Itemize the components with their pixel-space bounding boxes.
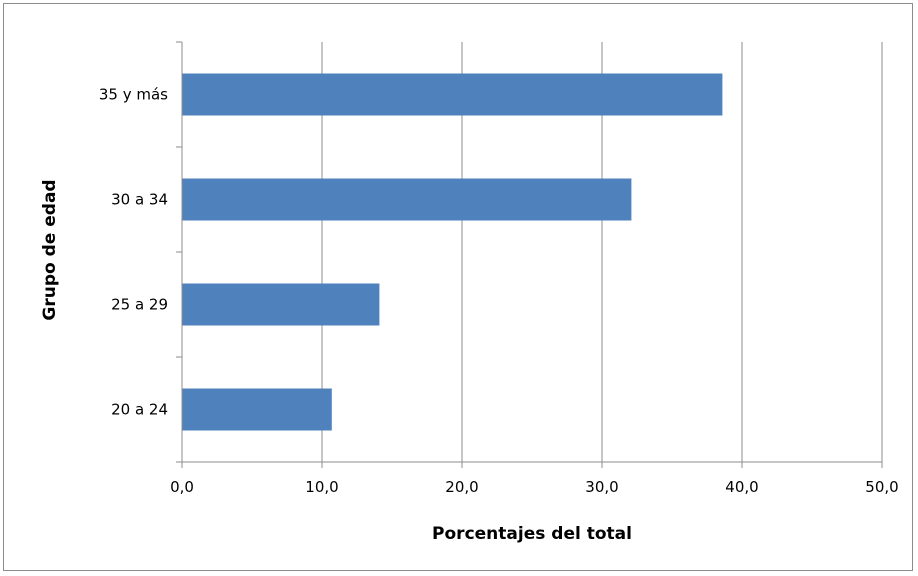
x-tick-label: 0,0 xyxy=(170,478,194,496)
x-tick-label: 10,0 xyxy=(305,478,338,496)
x-tick-label: 20,0 xyxy=(445,478,478,496)
x-axis-title: Porcentajes del total xyxy=(432,524,632,544)
y-tick-label: 30 a 34 xyxy=(111,191,168,209)
y-tick-labels: 20 a 24 25 a 29 30 a 34 35 y más xyxy=(99,86,168,419)
x-tick-label: 40,0 xyxy=(725,478,758,496)
x-tick-label: 30,0 xyxy=(585,478,618,496)
x-tick-label: 50,0 xyxy=(865,478,898,496)
y-axis-title: Grupo de edad xyxy=(40,179,60,320)
bar xyxy=(182,73,723,116)
axes xyxy=(176,41,883,468)
y-tick-label: 35 y más xyxy=(99,86,168,104)
bars xyxy=(182,73,723,431)
x-tick-labels: 0,0 10,0 20,0 30,0 40,0 50,0 xyxy=(170,478,899,496)
bar xyxy=(182,283,380,326)
y-tick-label: 25 a 29 xyxy=(111,296,168,314)
y-tick-label: 20 a 24 xyxy=(111,401,168,419)
bar xyxy=(182,388,332,431)
bar xyxy=(182,178,632,221)
